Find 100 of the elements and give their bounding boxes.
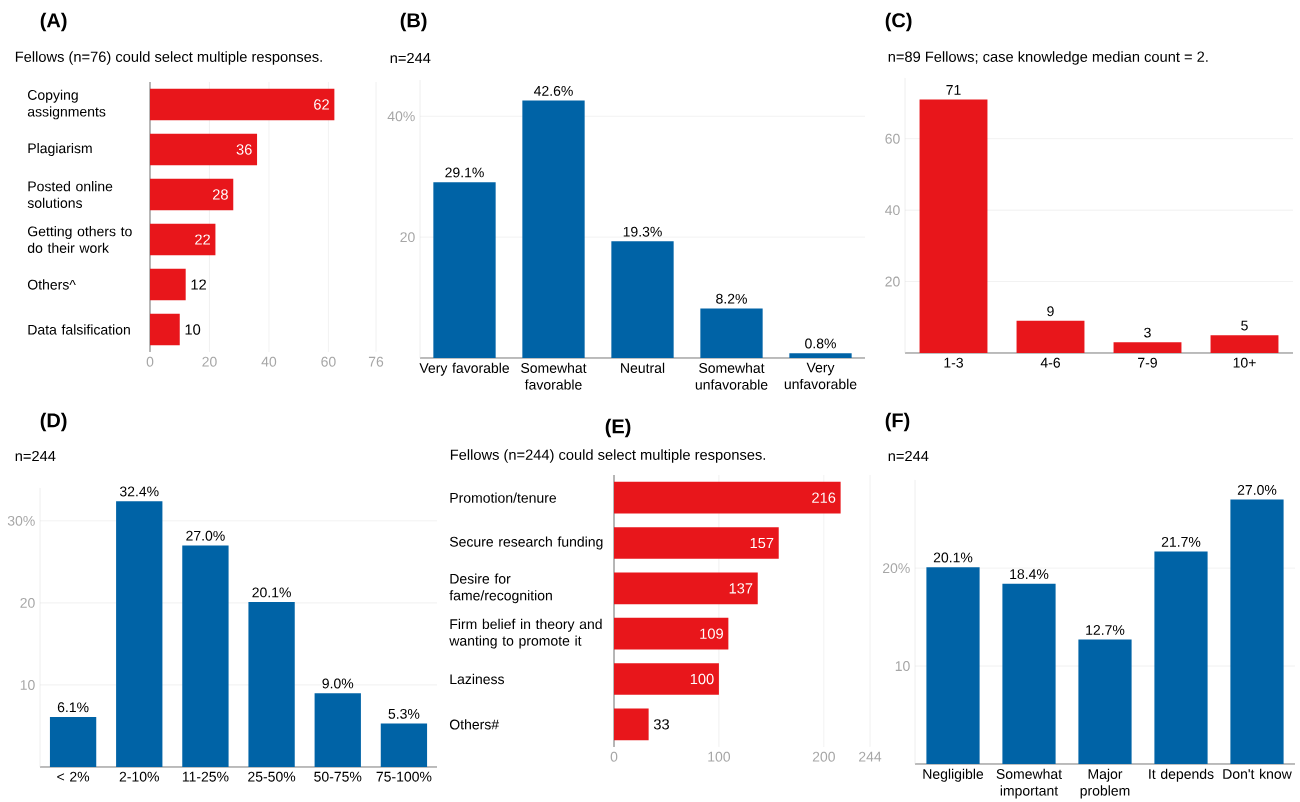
- x-tick-label: < 2%: [57, 771, 90, 782]
- x-tick-label: 7-9: [1138, 357, 1157, 368]
- bar: [150, 268, 186, 301]
- data-label: 5: [1241, 320, 1248, 331]
- x-tick-label: 76: [368, 356, 384, 367]
- data-label: 5.3%: [388, 708, 420, 719]
- bar: [150, 223, 216, 256]
- x-tick-label: 244: [859, 751, 882, 762]
- data-label: 18.4%: [1010, 569, 1049, 580]
- bar: [919, 99, 988, 353]
- chart-title: (F): [885, 412, 910, 432]
- bar: [380, 723, 428, 767]
- x-tick-label: It depends: [1149, 768, 1214, 782]
- data-label: 20.1%: [252, 587, 291, 598]
- data-label: 29.1%: [445, 167, 484, 178]
- chart-title: (E): [605, 418, 631, 438]
- x-tick-label: Major problem: [1080, 768, 1130, 799]
- x-tick-label: 0: [146, 356, 154, 367]
- data-label: 27.0%: [1237, 484, 1277, 495]
- bar: [314, 693, 361, 767]
- bar: [700, 308, 763, 358]
- x-tick-label: Somewhat favorable: [521, 362, 587, 390]
- chart-subtitle: n=244: [15, 450, 56, 462]
- y-tick-label: Data falsification: [28, 324, 130, 335]
- y-tick-label: 40: [885, 205, 900, 216]
- bar: [248, 602, 295, 767]
- x-tick-label: 75-100%: [376, 771, 432, 782]
- bar: [49, 716, 97, 767]
- data-label: 62: [314, 99, 329, 110]
- x-tick-label: 20: [202, 356, 217, 367]
- data-label: 32.4%: [119, 486, 159, 497]
- bar: [182, 545, 229, 767]
- x-tick-label: Somewhat important: [996, 768, 1062, 799]
- data-label: 21.7%: [1161, 536, 1201, 547]
- x-tick-label: 11-25%: [182, 771, 229, 782]
- y-tick-label: Copying assignments: [27, 89, 106, 120]
- y-tick-label: Desire for fame/recognition: [449, 573, 552, 604]
- bar: [614, 708, 649, 741]
- data-label: 8.2%: [716, 293, 747, 304]
- y-tick-label: Plagiarism: [28, 142, 92, 157]
- x-tick-label: 4-6: [1040, 357, 1060, 368]
- y-tick-label: 30%: [7, 515, 35, 526]
- chart-subtitle: Fellows (n=76) could select multiple responses.: [15, 51, 322, 65]
- x-tick-label: 60: [321, 356, 336, 367]
- data-label: 137: [729, 583, 753, 594]
- x-tick-label: Negligible: [923, 768, 984, 782]
- chart-subtitle: Fellows (n=244) could select multiple responses.: [450, 449, 766, 463]
- y-tick-label: Promotion/tenure: [450, 492, 557, 503]
- data-label: 12.7%: [1086, 625, 1125, 635]
- bar: [1113, 342, 1182, 353]
- y-tick-label: Posted online solutions: [27, 181, 113, 208]
- x-tick-label: 50-75%: [314, 771, 362, 782]
- y-tick-label: Others#: [449, 719, 500, 730]
- x-tick-label: 40: [261, 356, 277, 367]
- chart-subtitle: n=244: [390, 52, 431, 64]
- chart-title: (A): [40, 12, 67, 32]
- bar: [1002, 583, 1056, 764]
- bar: [433, 182, 496, 358]
- data-label: 157: [750, 537, 774, 549]
- data-label: 10: [185, 324, 201, 335]
- y-tick-label: 20: [885, 276, 900, 287]
- data-label: 9: [1047, 306, 1054, 317]
- data-label: 20.1%: [933, 552, 973, 563]
- bar: [1154, 551, 1208, 764]
- x-tick-label: 100: [708, 751, 731, 762]
- chart-subtitle: n=244: [888, 450, 929, 462]
- data-label: 0.8%: [805, 338, 836, 349]
- chart-subtitle: n=89 Fellows; case knowledge median count = 2.: [888, 51, 1208, 65]
- x-tick-label: Neutral: [621, 362, 665, 373]
- y-tick-label: Laziness: [450, 673, 505, 685]
- x-tick-label: 0: [610, 751, 618, 762]
- data-label: 27.0%: [186, 530, 225, 541]
- x-tick-label: 2-10%: [119, 771, 159, 782]
- data-label: 100: [690, 673, 714, 685]
- x-tick-label: 10+: [1233, 357, 1256, 368]
- x-tick-label: 200: [812, 751, 835, 762]
- bar: [1230, 499, 1284, 764]
- bar: [1078, 639, 1132, 764]
- data-label: 71: [946, 85, 961, 95]
- y-tick-label: 60: [885, 133, 900, 144]
- y-tick-label: 20%: [882, 563, 910, 574]
- bar: [150, 133, 258, 166]
- bar: [1016, 320, 1085, 353]
- bar: [150, 88, 335, 121]
- bar: [789, 353, 852, 358]
- y-tick-label: 20: [20, 597, 35, 608]
- chart-title: (C): [885, 12, 912, 32]
- data-label: 36: [236, 144, 252, 155]
- data-label: 3: [1144, 327, 1151, 338]
- data-label: 6.1%: [57, 702, 89, 713]
- y-tick-label: Others^: [27, 279, 76, 290]
- chart-title: (D): [40, 412, 67, 432]
- data-label: 109: [700, 628, 723, 639]
- data-label: 42.6%: [533, 85, 573, 96]
- bar: [614, 572, 758, 605]
- bar: [150, 178, 234, 211]
- y-tick-label: 40%: [387, 111, 415, 122]
- y-tick-label: Firm belief in theory and wanting to promote it: [449, 618, 602, 649]
- y-tick-label: Secure research funding: [449, 536, 603, 550]
- bar: [614, 617, 729, 650]
